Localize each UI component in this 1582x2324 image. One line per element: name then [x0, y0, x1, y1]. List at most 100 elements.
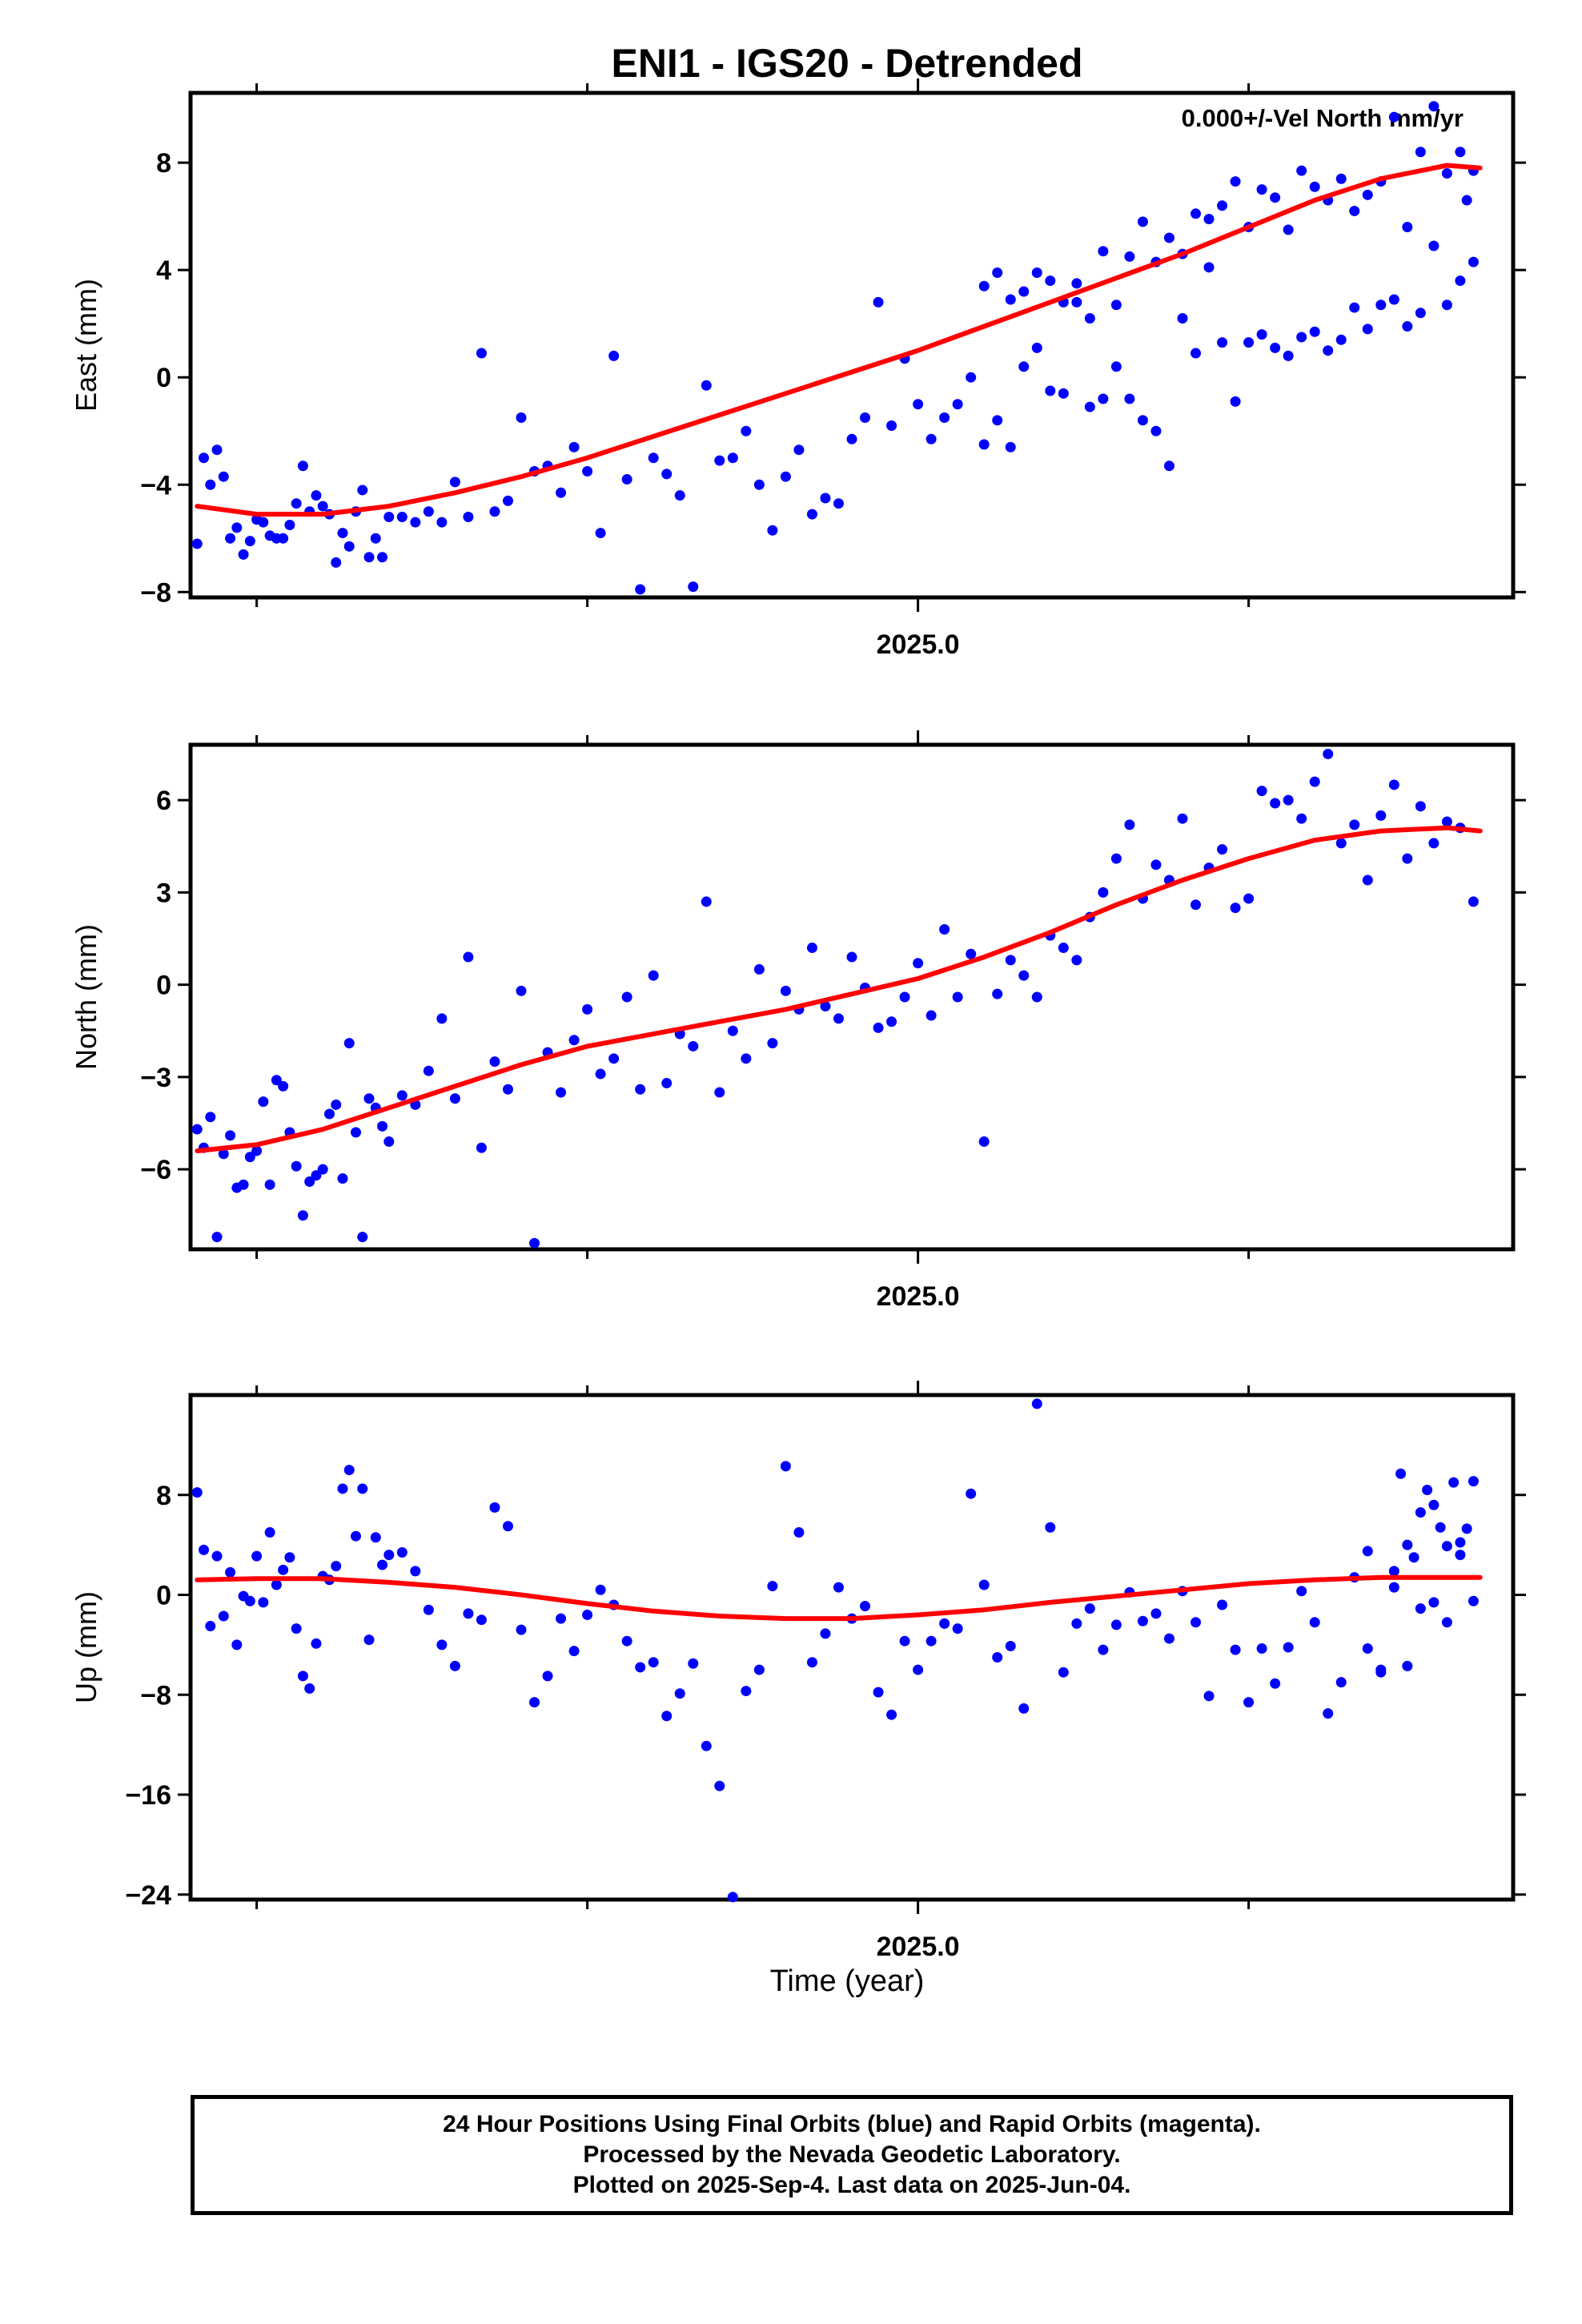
data-point	[1270, 342, 1281, 353]
y-tick-label: 0	[156, 363, 171, 393]
data-point	[1150, 1608, 1162, 1619]
x-axis-label: Time (year)	[770, 1964, 925, 1998]
data-point	[806, 509, 817, 520]
data-point	[304, 1176, 315, 1187]
data-point	[1349, 205, 1360, 216]
panel-1: −8 −4 0 4 8 2025.0 East (mm) 0.000+/-Vel North …	[70, 78, 1526, 660]
data-point	[582, 1003, 593, 1015]
data-point	[291, 1160, 302, 1172]
data-point	[278, 1564, 289, 1575]
footer-line-2: Processed by the Nevada Geodetic Laborat…	[583, 2141, 1121, 2168]
data-point	[1191, 348, 1202, 359]
data-point	[1045, 385, 1056, 396]
y-tick-label: −16	[125, 1780, 171, 1811]
data-point	[1283, 1642, 1294, 1653]
data-point	[1217, 337, 1228, 348]
data-point	[727, 1025, 738, 1036]
data-point	[317, 1164, 328, 1175]
y-tick-label: −4	[140, 470, 171, 501]
data-point	[1388, 294, 1399, 305]
footer-line-1: 24 Hour Positions Using Final Orbits (bl…	[443, 2111, 1261, 2137]
data-point	[211, 444, 223, 456]
data-point	[966, 948, 977, 959]
data-point	[608, 1053, 620, 1064]
data-point	[860, 412, 871, 423]
y-tick-label: −24	[125, 1880, 171, 1911]
data-point	[1375, 810, 1387, 821]
data-point	[1309, 181, 1320, 192]
data-point	[1098, 246, 1109, 257]
data-point	[621, 474, 632, 485]
data-point	[1031, 991, 1042, 1003]
data-point	[1428, 1499, 1439, 1510]
data-point	[886, 420, 897, 432]
data-point	[1395, 1468, 1407, 1479]
plot-frame	[188, 1393, 1516, 1902]
data-point	[337, 1483, 348, 1494]
data-point	[191, 1487, 203, 1498]
data-point	[238, 549, 249, 560]
data-point	[1071, 1618, 1082, 1629]
data-point	[595, 1584, 606, 1595]
data-point	[1296, 813, 1307, 824]
data-point	[1296, 332, 1307, 343]
data-point	[502, 495, 513, 506]
data-point	[396, 511, 408, 522]
data-point	[351, 1530, 361, 1542]
data-point	[1441, 816, 1452, 827]
data-point	[436, 1639, 448, 1651]
data-point	[516, 985, 527, 996]
data-point	[793, 444, 805, 456]
data-point	[661, 1711, 673, 1722]
data-point	[741, 425, 752, 436]
data-point	[191, 538, 203, 549]
data-point	[1428, 101, 1439, 112]
data-point	[331, 1561, 342, 1572]
data-point	[978, 439, 990, 450]
data-point	[1018, 286, 1030, 297]
data-point	[211, 1232, 223, 1243]
data-point	[1455, 275, 1466, 287]
data-point	[886, 1016, 897, 1027]
data-point	[608, 350, 620, 361]
data-point	[1203, 262, 1215, 273]
data-point	[191, 1124, 203, 1135]
plot-frame	[188, 90, 1516, 600]
data-point	[1388, 1582, 1399, 1593]
data-point	[886, 1709, 897, 1720]
data-point	[343, 1465, 355, 1476]
data-point	[1084, 1603, 1095, 1614]
data-point	[284, 1552, 295, 1563]
model-curve	[195, 1574, 1483, 1622]
data-point	[1045, 1522, 1056, 1533]
data-point	[1415, 1507, 1426, 1518]
data-point	[1468, 896, 1479, 907]
panels: −8 −4 0 4 8 2025.0 East (mm) 0.000+/-Vel North …	[70, 78, 1526, 1962]
data-point	[873, 296, 884, 308]
data-point	[1005, 294, 1016, 305]
y-tick-label: 3	[156, 878, 171, 908]
data-point	[396, 1546, 408, 1558]
data-point	[363, 1093, 375, 1104]
data-point	[1309, 326, 1320, 337]
data-point	[357, 485, 368, 496]
y-axis-label: North (mm)	[70, 924, 102, 1070]
data-point	[225, 1130, 236, 1141]
data-point	[860, 1601, 871, 1612]
data-point	[1071, 955, 1082, 966]
data-point	[1256, 184, 1267, 195]
data-point	[1177, 813, 1188, 824]
data-point	[806, 1657, 817, 1668]
data-point	[1045, 275, 1056, 287]
data-point	[833, 498, 844, 509]
data-point	[436, 1013, 448, 1024]
data-point	[1163, 232, 1174, 243]
plot-frame	[188, 742, 1516, 1252]
data-point	[529, 1697, 540, 1708]
data-point	[436, 517, 448, 528]
data-point	[568, 441, 580, 452]
data-point	[1058, 943, 1069, 954]
data-point	[1137, 415, 1148, 426]
data-point	[1071, 296, 1082, 308]
data-point	[489, 1056, 500, 1068]
